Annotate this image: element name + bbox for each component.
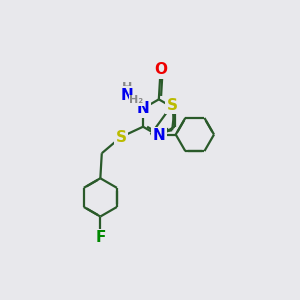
Text: H: H xyxy=(122,81,132,94)
Text: O: O xyxy=(154,62,167,77)
Text: S: S xyxy=(167,98,178,112)
Text: S: S xyxy=(116,130,126,145)
Text: N: N xyxy=(121,88,133,103)
Text: N: N xyxy=(152,128,165,143)
Text: N: N xyxy=(136,101,149,116)
Text: H₂: H₂ xyxy=(129,95,143,105)
Text: F: F xyxy=(95,230,106,245)
